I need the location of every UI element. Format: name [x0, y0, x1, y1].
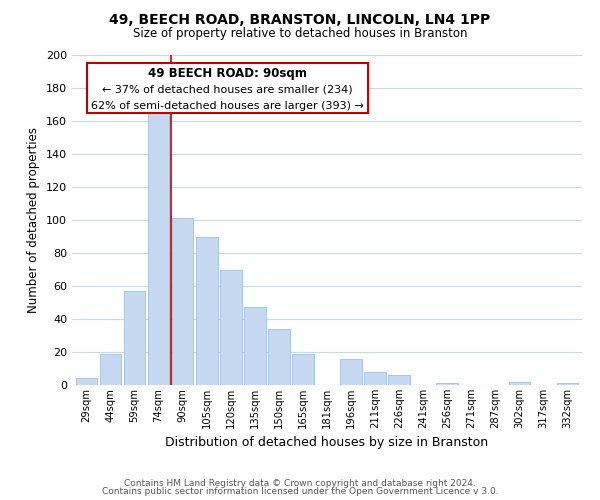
Bar: [388, 375, 410, 385]
Bar: [509, 382, 530, 385]
Bar: [557, 384, 578, 385]
Bar: [124, 291, 145, 385]
Bar: [340, 358, 362, 385]
Bar: [364, 372, 386, 385]
Text: Size of property relative to detached houses in Branston: Size of property relative to detached ho…: [133, 28, 467, 40]
Y-axis label: Number of detached properties: Number of detached properties: [28, 127, 40, 313]
X-axis label: Distribution of detached houses by size in Branston: Distribution of detached houses by size …: [166, 436, 488, 450]
Bar: [244, 308, 266, 385]
Text: 49, BEECH ROAD, BRANSTON, LINCOLN, LN4 1PP: 49, BEECH ROAD, BRANSTON, LINCOLN, LN4 1…: [109, 12, 491, 26]
Bar: [76, 378, 97, 385]
Text: 49 BEECH ROAD: 90sqm: 49 BEECH ROAD: 90sqm: [148, 67, 307, 80]
Bar: [100, 354, 121, 385]
Bar: [292, 354, 314, 385]
Text: ← 37% of detached houses are smaller (234): ← 37% of detached houses are smaller (23…: [102, 84, 353, 94]
Bar: [436, 384, 458, 385]
Text: Contains HM Land Registry data © Crown copyright and database right 2024.: Contains HM Land Registry data © Crown c…: [124, 478, 476, 488]
FancyBboxPatch shape: [88, 63, 368, 113]
Bar: [172, 218, 193, 385]
Text: Contains public sector information licensed under the Open Government Licence v : Contains public sector information licen…: [101, 487, 499, 496]
Bar: [148, 113, 169, 385]
Bar: [220, 270, 242, 385]
Text: 62% of semi-detached houses are larger (393) →: 62% of semi-detached houses are larger (…: [91, 101, 364, 111]
Bar: [196, 236, 218, 385]
Bar: [268, 329, 290, 385]
